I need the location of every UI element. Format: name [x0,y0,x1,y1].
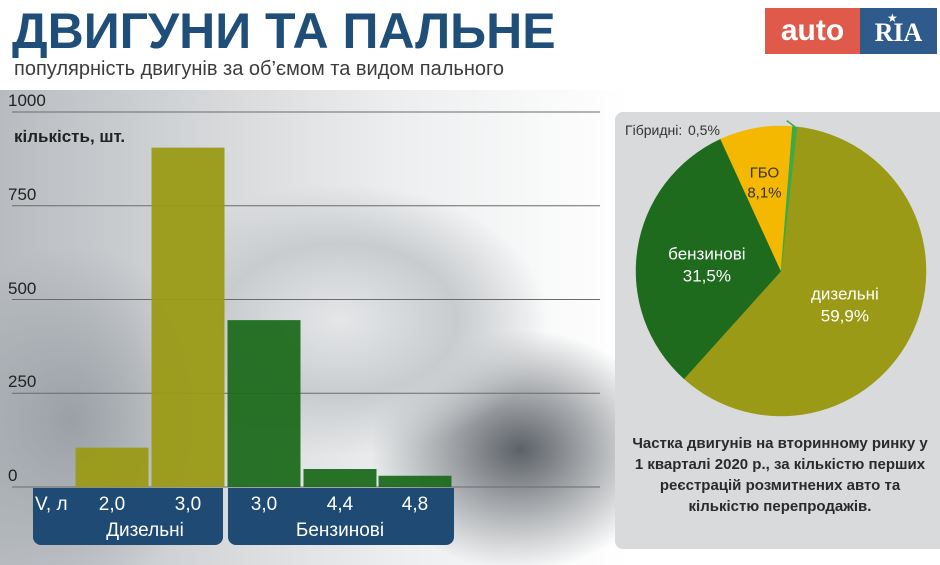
pie-diesel-value: 59,9% [821,307,869,326]
y-tick-label: 250 [8,372,37,392]
logo-star-icon: ★ [887,11,898,25]
x-tick-label: 3,0 [174,494,202,515]
x-tick-label: 3,0 [250,494,278,515]
y-tick-label: 750 [8,184,37,204]
bar-petrol-2 [378,475,452,487]
pie-lpg-value: 8,1% [747,184,781,201]
chart-note: Частка двигунів на вторинному ринку у 1 … [632,435,928,515]
x-axis-label: V, л [35,494,68,515]
pie-lpg-label: ГБО [750,164,779,181]
bar-diesel-1 [151,147,225,487]
logo-auto-text: auto [765,8,860,54]
logo-ria-text: RIA [860,8,937,54]
y-tick-label: 500 [8,278,37,298]
y-tick-label: 1000 [8,91,46,110]
pie-petrol-label: бензинові [668,245,745,264]
pie-slice-1 [635,138,782,380]
autoria-logo[interactable]: auto RIA ★ [765,8,937,54]
pie-hybrid-leader [786,120,796,128]
x-tick-label: 2,0 [98,494,126,515]
x-tick-label: 4,4 [326,494,354,515]
category-band-petrol [228,488,454,545]
x-tick-label: 4,8 [401,494,429,515]
pie-chart: дизельні 59,9% бензинові 31,5% ГБО 8,1% Гібрид… [625,120,927,417]
page-subtitle: популярність двигунів за об’ємом та видо… [14,58,504,80]
bar-petrol-0 [227,320,301,487]
group-label-diesel: Дизельні [106,520,184,541]
pie-diesel-label: дизельні [811,285,879,304]
bar-diesel-0 [75,447,149,487]
pie-hybrid-value: 0,5% [688,122,720,138]
category-band-diesel [33,488,223,545]
y-axis-label: кількість, шт. [14,127,126,146]
pie-hybrid-label: Гібридні: [625,122,682,138]
bar-chart [12,111,600,488]
pie-petrol-value: 31,5% [683,267,731,286]
pie-slice-0 [683,126,927,417]
group-label-petrol: Бензинові [295,520,385,541]
page-title: ДВИГУНИ ТА ПАЛЬНЕ [12,3,556,59]
pie-slice-3 [780,126,798,272]
y-tick-label: 0 [8,466,18,485]
bar-petrol-1 [303,469,377,487]
